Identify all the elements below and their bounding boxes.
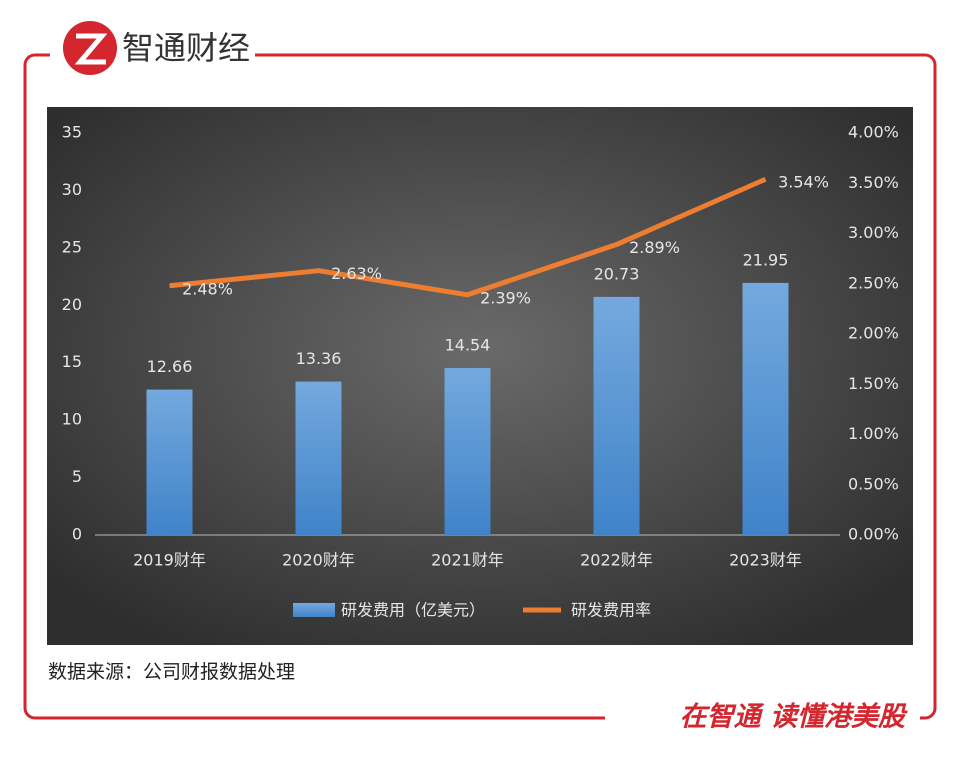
bar-label: 20.73: [594, 264, 640, 283]
y2-tick-label: 1.00%: [848, 424, 899, 443]
y2-tick-label: 2.50%: [848, 273, 899, 292]
y-tick-label: 25: [62, 237, 82, 256]
line-label: 2.39%: [480, 288, 531, 307]
bar: [444, 367, 491, 535]
bar: [295, 381, 342, 535]
y-tick-label: 15: [62, 352, 82, 371]
line: [169, 176, 767, 298]
y-tick-label: 35: [62, 123, 82, 142]
x-tick-label: 2020财年: [282, 551, 355, 570]
line-label: 2.48%: [182, 279, 233, 298]
bar-label: 14.54: [445, 335, 491, 354]
x-tick-label: 2019财年: [133, 551, 206, 570]
y2-tick-label: 1.50%: [848, 374, 899, 393]
y2-tick-label: 4.00%: [848, 123, 899, 142]
y-tick-label: 30: [62, 180, 82, 199]
legend-swatch: [293, 603, 335, 617]
line-label: 2.63%: [331, 264, 382, 283]
line-label: 3.54%: [778, 173, 829, 192]
y-tick-label: 20: [62, 295, 82, 314]
bar-label: 21.95: [743, 250, 789, 269]
x-tick-label: 2021财年: [431, 551, 504, 570]
x-tick-label: 2023财年: [729, 551, 802, 570]
y2-tick-label: 0.00%: [848, 525, 899, 544]
slogan: 在智通 读懂港美股: [680, 702, 908, 733]
bar: [593, 296, 640, 535]
line-label: 2.89%: [629, 238, 680, 257]
bar: [146, 389, 193, 535]
bar-label: 13.36: [296, 349, 342, 368]
source: 数据来源：公司财报数据处理: [48, 661, 295, 683]
frame-gap: [605, 705, 920, 731]
y2-tick-label: 2.00%: [848, 324, 899, 343]
bar: [742, 282, 789, 535]
y2-tick-label: 3.50%: [848, 173, 899, 192]
legend-label: 研发费用率: [571, 601, 651, 620]
legend-label: 研发费用（亿美元）: [341, 601, 485, 620]
y-tick-label: 0: [72, 525, 82, 544]
y2-tick-label: 0.50%: [848, 474, 899, 493]
y2-tick-label: 3.00%: [848, 223, 899, 242]
logo-mark: [74, 33, 108, 65]
x-tick-label: 2022财年: [580, 551, 653, 570]
y-tick-label: 5: [72, 467, 82, 486]
brand: 智通财经: [122, 29, 250, 67]
frame: [23, 53, 937, 720]
y-tick-label: 10: [62, 410, 82, 429]
bar-label: 12.66: [147, 357, 193, 376]
